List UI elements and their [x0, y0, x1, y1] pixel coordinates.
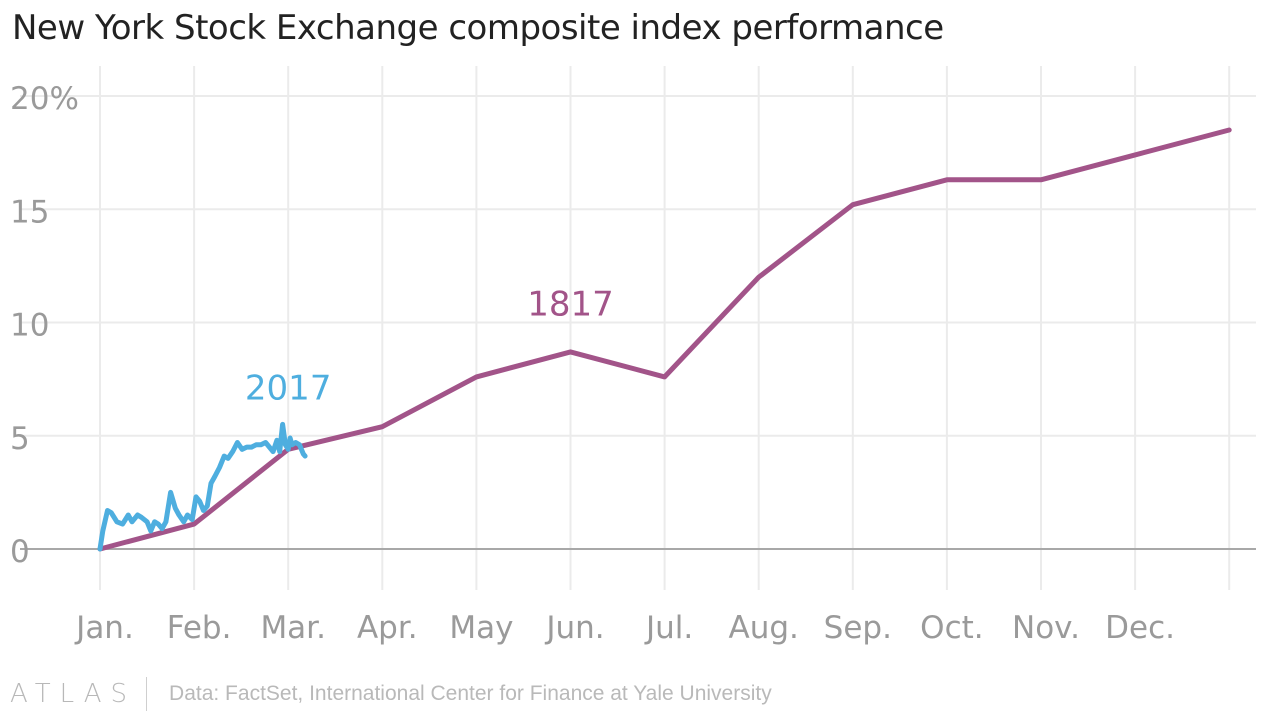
x-tick-label-3: Mar. [260, 610, 326, 646]
series-lines [97, 127, 1232, 552]
x-tick-label-6: Jun. [544, 610, 604, 646]
source-note: Data: FactSet, International Center for … [169, 682, 772, 705]
y-tick-label-5: 5 [10, 421, 30, 457]
chart-title: New York Stock Exchange composite index … [12, 8, 944, 48]
x-tick-label-7: Jul. [644, 610, 693, 646]
x-tick-label-4: Apr. [357, 610, 418, 646]
series-label-1817: 1817 [527, 285, 614, 325]
y-axis-tick-labels: 0 5 10 15 20% [10, 81, 79, 570]
series-annotations: 1817 2017 [245, 285, 614, 409]
footer-divider [146, 677, 148, 711]
x-tick-label-12: Dec. [1105, 610, 1175, 646]
series-label-2017: 2017 [245, 369, 332, 409]
x-tick-label-11: Nov. [1012, 610, 1080, 646]
y-tick-label-15: 15 [10, 194, 49, 230]
y-tick-label-20: 20% [10, 81, 79, 117]
y-tick-label-0: 0 [10, 534, 30, 570]
gridlines [20, 66, 1256, 590]
atlas-logo: ATLAS [10, 679, 137, 709]
chart-footer: ATLAS Data: FactSet, International Cente… [10, 674, 772, 714]
series-line-2017 [97, 421, 308, 552]
x-tick-label-9: Sep. [824, 610, 892, 646]
x-tick-label-5: May [449, 610, 513, 646]
x-tick-label-10: Oct. [920, 610, 983, 646]
x-axis-tick-labels: Jan. Feb. Mar. Apr. May Jun. Jul. Aug. Sep. Oct. N… [74, 610, 1175, 646]
y-tick-label-10: 10 [10, 308, 49, 344]
x-tick-label-1: Jan. [74, 610, 134, 646]
x-tick-label-8: Aug. [729, 610, 799, 646]
x-tick-label-2: Feb. [167, 610, 232, 646]
